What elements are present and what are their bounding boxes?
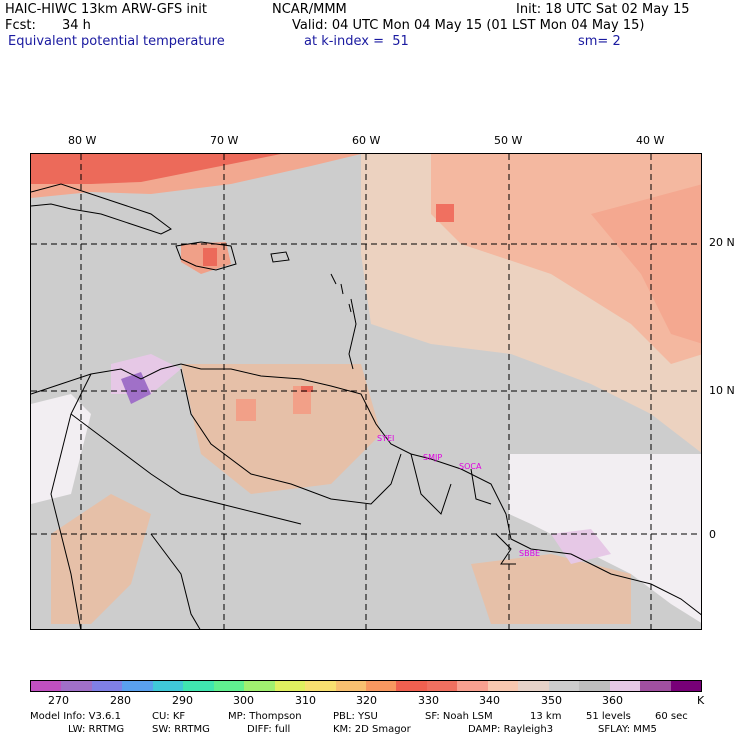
amazon-warm xyxy=(471,554,631,624)
model-title: HAIC-HIWC 13km ARW-GFS init xyxy=(5,2,207,17)
pale-region-west xyxy=(31,394,91,504)
colorbar-segment xyxy=(152,681,184,691)
colorbar-segment xyxy=(61,681,92,691)
station-label: SMJP xyxy=(423,453,442,462)
colorbar-segment xyxy=(335,681,366,691)
venezuela-warm xyxy=(181,364,381,494)
colorbar-segment xyxy=(305,681,336,691)
andes-warm xyxy=(51,494,151,624)
footer-timestep: 60 sec xyxy=(655,711,688,722)
venezuela-hot-1 xyxy=(236,399,256,421)
purple-patch-panama xyxy=(121,372,151,404)
footer-sf: SF: Noah LSM xyxy=(425,711,493,722)
footer-lw: LW: RRTMG xyxy=(68,724,125,735)
init-time: Init: 18 UTC Sat 02 May 15 xyxy=(516,2,690,17)
lon-label-60w: 60 W xyxy=(352,134,381,147)
colorbar-segment xyxy=(670,681,701,691)
org-label: NCAR/MMM xyxy=(272,2,347,17)
colorbar-label: 320 xyxy=(356,694,377,707)
footer-sw: SW: RRTMG xyxy=(152,724,210,735)
footer-km: KM: 2D Smagor xyxy=(333,724,411,735)
colorbar-label: 360 xyxy=(602,694,623,707)
hot-spot-atlantic xyxy=(436,204,454,222)
smoothing-label: sm= 2 xyxy=(578,34,621,49)
colorbar-segment xyxy=(396,681,427,691)
colorbar-segment xyxy=(31,681,62,691)
colorbar-segment xyxy=(183,681,214,691)
venezuela-hot-3 xyxy=(301,386,313,392)
station-label: SYEI xyxy=(377,434,394,443)
hispaniola-hot xyxy=(203,248,217,266)
warm-core-east xyxy=(591,184,701,344)
graticule xyxy=(31,154,701,629)
colorbar-segment xyxy=(487,681,519,691)
forecast-hour: 34 h xyxy=(62,18,91,33)
colorbar-label: 270 xyxy=(48,694,69,707)
colorbar-segment xyxy=(274,681,306,691)
map-canvas: SYEI SMJP SOCA SBBE xyxy=(31,154,701,629)
colorbar-segment xyxy=(457,681,488,691)
venezuela-hot-2 xyxy=(293,386,311,414)
colorbar-segment xyxy=(213,681,245,691)
colorbar-segment xyxy=(91,681,123,691)
lat-label-20n: 20 N xyxy=(709,236,735,249)
footer-model-info: Model Info: V3.6.1 xyxy=(30,711,121,722)
coastlines xyxy=(31,183,701,629)
colorbar-segment xyxy=(640,681,671,691)
field-name: Equivalent potential temperature xyxy=(8,34,225,49)
forecast-label: Fcst: xyxy=(5,18,36,33)
colorbar-label: 290 xyxy=(172,694,193,707)
lat-label-10n: 10 N xyxy=(709,384,735,397)
footer-pbl: PBL: YSU xyxy=(333,711,378,722)
colorbar-label: 350 xyxy=(541,694,562,707)
colorbar-label: 330 xyxy=(418,694,439,707)
lon-label-40w: 40 W xyxy=(636,134,665,147)
level-label: at k-index = 51 xyxy=(304,34,409,49)
station-label: SBBE xyxy=(519,549,540,558)
colorbar-label: 280 xyxy=(110,694,131,707)
footer-mp: MP: Thompson xyxy=(228,711,302,722)
colorbar-label: 340 xyxy=(479,694,500,707)
footer-resolution: 13 km xyxy=(530,711,562,722)
colorbar-segment xyxy=(244,681,275,691)
footer-sflay: SFLAY: MM5 xyxy=(598,724,657,735)
colorbar-units: K xyxy=(697,694,705,707)
theta-e-map: SYEI SMJP SOCA SBBE xyxy=(30,153,702,630)
hot-band-north xyxy=(31,154,281,184)
station-label: SOCA xyxy=(459,462,482,471)
colorbar-segment xyxy=(122,681,153,691)
colorbar-segment xyxy=(548,681,580,691)
colorbar-segment xyxy=(518,681,549,691)
valid-time: Valid: 04 UTC Mon 04 May 15 (01 LST Mon … xyxy=(292,18,645,33)
pale-region-east xyxy=(509,454,701,623)
footer-damp: DAMP: Rayleigh3 xyxy=(468,724,554,735)
footer-levels: 51 levels xyxy=(586,711,631,722)
pale-pink-patch xyxy=(551,529,611,564)
lon-label-70w: 70 W xyxy=(210,134,239,147)
colorbar-segment xyxy=(426,681,458,691)
colorbar-segment xyxy=(609,681,641,691)
colorbar-label: 300 xyxy=(233,694,254,707)
footer-diff: DIFF: full xyxy=(247,724,291,735)
footer-cu: CU: KF xyxy=(152,711,186,722)
colorbar-segment xyxy=(365,681,397,691)
colorbar-segment xyxy=(579,681,610,691)
lon-label-80w: 80 W xyxy=(68,134,97,147)
lon-label-50w: 50 W xyxy=(494,134,523,147)
colorbar xyxy=(30,680,702,692)
colorbar-label: 310 xyxy=(295,694,316,707)
lat-label-0: 0 xyxy=(709,528,716,541)
